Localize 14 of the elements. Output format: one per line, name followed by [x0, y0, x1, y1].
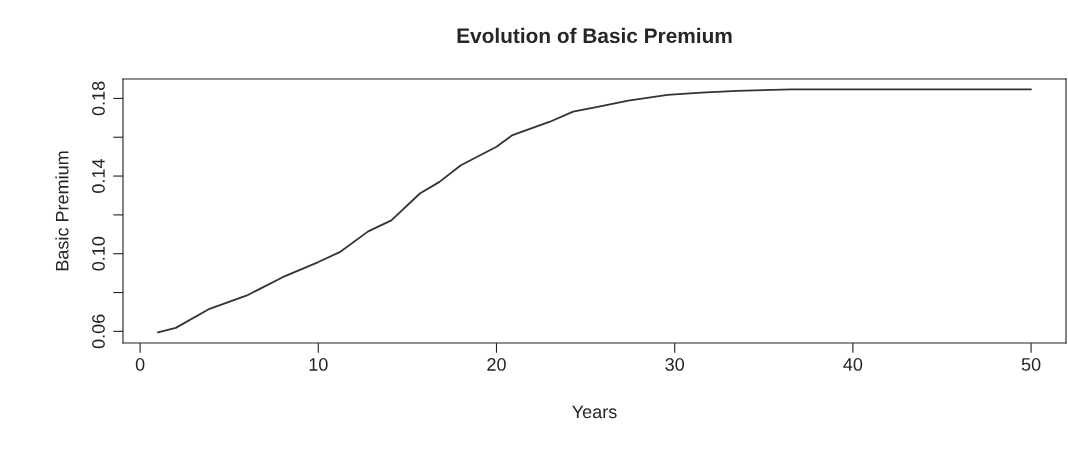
- x-tick-label: 20: [487, 358, 506, 371]
- y-tick-label: 0.06: [92, 314, 105, 349]
- y-tick-label: 0.18: [92, 81, 105, 116]
- y-axis-title: Basic Premium: [55, 151, 69, 271]
- y-tick-label: 0.10: [92, 236, 105, 271]
- x-axis-title: Years: [572, 405, 617, 419]
- y-tick-label: 0.14: [92, 159, 105, 193]
- x-tick-label: 10: [309, 358, 328, 371]
- line-series: [157, 88, 1032, 334]
- x-tick-label: 40: [843, 358, 863, 371]
- x-tick-label: 0: [135, 358, 145, 371]
- x-tick-label: 30: [665, 358, 685, 371]
- chart-title: Evolution of Basic Premium: [457, 27, 732, 44]
- x-tick-label: 50: [1021, 358, 1041, 371]
